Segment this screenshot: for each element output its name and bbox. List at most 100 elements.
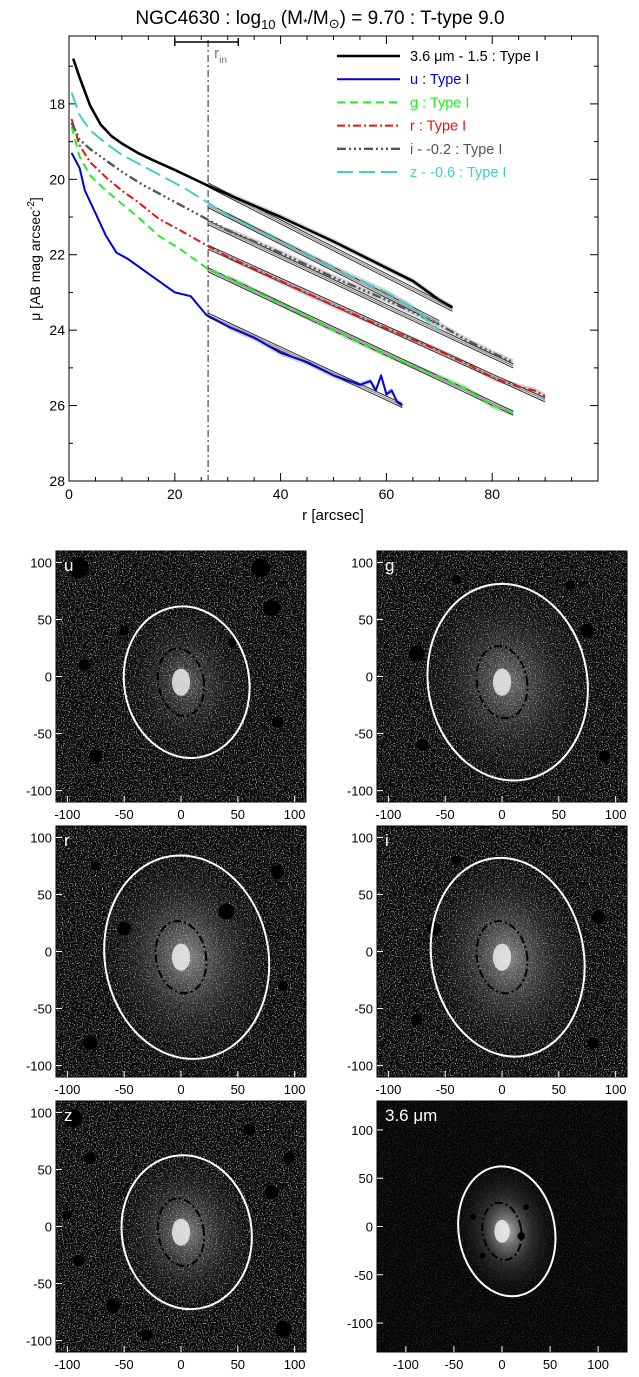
outer-ellipse — [120, 1154, 253, 1311]
fit-line-g — [207, 271, 514, 416]
outer-ellipse — [103, 854, 271, 1060]
panel-y-tick-label: -50 — [354, 727, 373, 742]
panel-x-tick-label: -100 — [54, 1357, 80, 1372]
masked-region — [227, 637, 237, 647]
profile-plot: 18 20 22 24 26 28 0 20 40 60 80 rin 3.6 μm - 1.5 … — [26, 35, 599, 524]
panel-x-tick-label: -50 — [115, 1357, 134, 1372]
fit-line-r — [207, 244, 546, 399]
masked-region — [68, 557, 89, 579]
legend-label-u: u : Type I — [410, 72, 469, 88]
series-line-z — [70, 92, 440, 331]
panel-x-tick-label: 0 — [177, 807, 184, 822]
panel-x-tick-label: -100 — [54, 807, 80, 822]
fit-line-i — [207, 224, 514, 369]
masked-region — [275, 1321, 292, 1338]
panel-x-tick-label: 0 — [177, 1357, 184, 1372]
panel-x-tick-label: 50 — [552, 807, 566, 822]
panel-x-tick-label: -50 — [436, 807, 455, 822]
panel-y-tick-label: -100 — [26, 1059, 52, 1074]
masked-region — [411, 1014, 423, 1026]
masked-region — [91, 861, 101, 871]
masked-region — [587, 1037, 599, 1049]
masked-region — [270, 864, 285, 879]
fit-line-z — [207, 207, 440, 326]
x-tick-label: 80 — [484, 486, 500, 502]
masked-region — [408, 645, 425, 662]
fit-line-3.6 — [207, 186, 453, 312]
panel-y-tick-label: -100 — [26, 784, 52, 799]
masked-region — [218, 903, 235, 920]
panel-y-tick-label: 0 — [366, 945, 373, 960]
legend-label-r: r : Type I — [410, 119, 466, 135]
panel-x-tick-label: -100 — [375, 1082, 401, 1097]
outer-ellipse — [122, 605, 251, 759]
panel-label: z — [64, 1106, 73, 1125]
panel-x-tick-label: 0 — [498, 1082, 505, 1097]
masked-region — [517, 1232, 526, 1240]
series-line-i — [70, 122, 514, 364]
panel-x-tick-label: 0 — [177, 1082, 184, 1097]
image-panel-5: 3.6 μm -100 -100 -50 -50 0 0 50 50 100 100 — [347, 1100, 628, 1372]
panel-y-tick-label: 0 — [366, 670, 373, 685]
panel-x-tick-label: -50 — [115, 807, 134, 822]
inner-ellipse — [475, 645, 529, 720]
series-line-r — [70, 118, 546, 397]
masked-region — [565, 580, 575, 590]
galaxy-core — [171, 668, 191, 696]
x-tick-label: 60 — [379, 486, 395, 502]
masked-region — [263, 600, 280, 617]
masked-region — [83, 1035, 97, 1050]
series-line-3.6 — [71, 58, 454, 309]
x-tick-label: 0 — [65, 486, 73, 502]
panel-y-tick-label: -50 — [33, 1002, 52, 1017]
inner-ellipse — [154, 920, 208, 995]
panel-x-tick-label: 100 — [605, 1082, 627, 1097]
panel-x-tick-label: 100 — [284, 807, 306, 822]
y-tick-label: 18 — [49, 96, 65, 112]
panel-label: 3.6 μm — [385, 1106, 437, 1125]
masked-region — [470, 1213, 477, 1220]
panel-y-tick-label: -100 — [26, 1334, 52, 1349]
masked-region — [62, 1210, 72, 1220]
panel-label: r — [64, 831, 70, 850]
panel-y-tick-label: 50 — [38, 887, 52, 902]
panel-x-tick-label: 50 — [231, 1357, 245, 1372]
inner-ellipse — [475, 920, 529, 995]
panel-y-tick-label: -50 — [33, 1277, 52, 1292]
galaxy-core — [171, 1218, 191, 1246]
panel-y-tick-label: 100 — [351, 830, 373, 845]
x-axis-label: r [arcsec] — [302, 507, 364, 524]
masked-region — [523, 1204, 529, 1211]
image-panel-2: r -100-100 -50 -50 0 0 50 50 100 100 — [26, 825, 307, 1097]
panel-y-tick-label: 0 — [366, 1220, 373, 1235]
legend-label-3.6: 3.6 μm - 1.5 : Type I — [410, 49, 539, 65]
panel-y-tick-label: -50 — [354, 1002, 373, 1017]
masked-region — [452, 574, 462, 585]
panel-x-tick-label: 100 — [587, 1357, 609, 1372]
masked-region — [243, 1123, 255, 1136]
panel-x-tick-label: 0 — [498, 1357, 505, 1372]
inner-ellipse — [156, 1197, 206, 1268]
panel-y-tick-label: -50 — [354, 1268, 373, 1283]
legend-label-i: i - -0.2 : Type I — [410, 142, 502, 158]
panel-x-tick-label: -50 — [436, 1082, 455, 1097]
masked-region — [63, 1109, 83, 1128]
panel-y-tick-label: 100 — [351, 1123, 373, 1138]
y-tick-label: 28 — [49, 473, 65, 489]
panel-x-tick-label: -100 — [54, 1082, 80, 1097]
x-tick-label: 40 — [273, 486, 289, 502]
panel-x-tick-label: -50 — [445, 1357, 464, 1372]
image-panel-0: u -100-100 -50 -50 0 0 50 50 100 100 — [26, 550, 307, 822]
panel-y-tick-label: 100 — [30, 830, 52, 845]
legend-label-g: g : Type I — [410, 95, 469, 111]
galaxy-core — [171, 943, 191, 971]
masked-region — [416, 739, 429, 751]
outer-ellipse — [429, 856, 586, 1058]
panel-x-tick-label: 100 — [284, 1082, 306, 1097]
series-line-g — [70, 126, 514, 415]
panel-x-tick-label: 0 — [498, 807, 505, 822]
panel-y-tick-label: 0 — [45, 945, 52, 960]
panel-y-tick-label: -100 — [347, 784, 373, 799]
